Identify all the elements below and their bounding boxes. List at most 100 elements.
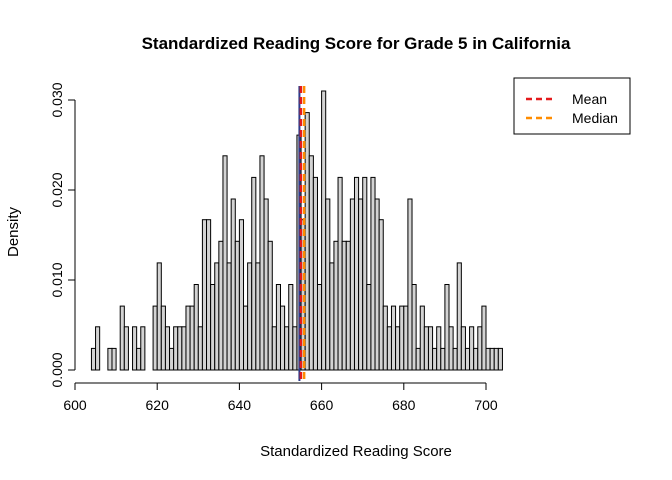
histogram-bar — [136, 347, 142, 371]
histogram-bar — [210, 284, 216, 371]
histogram-bar — [259, 155, 265, 371]
histogram-bar — [481, 305, 487, 371]
histogram-bar — [423, 326, 429, 371]
histogram-bar — [489, 347, 495, 371]
histogram-bar — [436, 326, 442, 371]
histogram-bar — [403, 305, 409, 371]
plot-area: 0.000 0.010 0.020 0.030 600 620 640 660 680 700 — [49, 82, 503, 413]
histogram-bar — [160, 305, 166, 371]
histogram-bar — [353, 176, 360, 371]
histogram-bar — [218, 240, 224, 371]
x-axis-label: Standardized Reading Score — [260, 443, 452, 460]
histogram-bar — [444, 284, 450, 371]
histogram-bar — [493, 347, 499, 371]
histogram-bar — [263, 198, 269, 371]
x-tick-label: 600 — [63, 397, 87, 413]
legend-box — [513, 77, 631, 135]
histogram-bar — [107, 347, 113, 371]
histogram-bar — [308, 155, 314, 371]
histogram-bar — [156, 262, 162, 371]
x-tick-label: 700 — [474, 397, 498, 413]
histogram-bar — [181, 326, 187, 371]
histogram-bar — [366, 284, 372, 371]
histogram-bar — [382, 305, 388, 371]
histogram-bar — [312, 176, 318, 371]
x-tick-label: 620 — [146, 397, 170, 413]
y-tick-label: 0.000 — [49, 352, 65, 387]
histogram-bar — [448, 326, 454, 371]
histogram-bar — [201, 219, 208, 371]
histogram-bar — [111, 347, 117, 371]
histogram-bar — [292, 326, 298, 371]
histogram-bar — [230, 198, 236, 371]
histogram-bar — [280, 305, 286, 371]
histogram-bar — [370, 176, 376, 371]
histogram-bar — [378, 219, 384, 371]
histogram-bar — [275, 284, 282, 371]
histogram-bar — [321, 90, 327, 371]
histogram-bar — [214, 262, 220, 371]
histogram-bar — [271, 326, 277, 371]
y-tick-label: 0.020 — [49, 172, 65, 207]
histogram-bar — [440, 347, 446, 371]
histogram-bar — [358, 198, 364, 371]
histogram-bar — [341, 240, 347, 371]
histogram-bar — [197, 326, 203, 371]
histogram-bar — [226, 262, 232, 371]
histogram-bar — [349, 198, 355, 371]
histogram-bar — [234, 240, 240, 371]
legend-mean-label: Mean — [572, 91, 607, 107]
y-axis-label: Density — [5, 206, 22, 257]
histogram-bar — [419, 305, 425, 371]
histogram-bar — [390, 305, 397, 371]
chart-title: Standardized Reading Score for Grade 5 i… — [142, 34, 571, 53]
x-tick-label: 660 — [310, 397, 334, 413]
histogram-bar — [238, 219, 245, 371]
histogram-bar — [132, 326, 138, 371]
histogram-bar — [329, 262, 335, 371]
histogram-bar — [374, 198, 380, 371]
histogram-bar — [485, 347, 491, 371]
histogram-bar — [152, 305, 158, 371]
histogram-bar — [452, 347, 458, 371]
histogram-bar — [473, 347, 479, 371]
y-tick-label: 0.030 — [49, 82, 65, 117]
histogram-bar — [325, 198, 331, 371]
histogram-bar — [432, 347, 438, 371]
histogram-bar — [247, 262, 253, 371]
histogram-bar — [333, 240, 339, 371]
histogram-bar — [189, 305, 195, 371]
histogram-bar — [316, 284, 323, 371]
histogram-bar — [251, 176, 257, 371]
legend: Mean Median — [513, 77, 631, 135]
histogram-bar — [407, 198, 413, 371]
histogram-bar — [362, 176, 368, 371]
histogram-bar — [140, 326, 146, 371]
legend-median-label: Median — [572, 110, 618, 126]
histogram-bar — [399, 305, 405, 371]
histogram-bar — [427, 326, 434, 371]
histogram-bar — [222, 155, 228, 371]
histogram-bar — [469, 326, 475, 371]
histogram-bar — [304, 112, 310, 371]
y-tick-label: 0.010 — [49, 262, 65, 297]
histogram-bar — [193, 284, 199, 371]
histogram-bar — [386, 326, 392, 371]
histogram-bar — [185, 305, 191, 371]
histogram-bar — [243, 305, 249, 371]
histogram-bar — [288, 284, 294, 371]
histogram-bar — [411, 284, 417, 371]
histogram-bar — [119, 305, 125, 371]
histogram-bar — [284, 326, 290, 371]
histogram-bar — [497, 347, 503, 371]
histogram-bar — [460, 326, 466, 371]
histogram-bar — [267, 240, 273, 371]
x-tick-label: 640 — [228, 397, 252, 413]
histogram-bar — [90, 347, 97, 371]
histogram-bar — [177, 326, 183, 371]
histogram-bar — [395, 326, 401, 371]
histogram-bar — [415, 347, 421, 371]
histogram-bar — [477, 326, 483, 371]
histogram-bar — [255, 262, 261, 371]
